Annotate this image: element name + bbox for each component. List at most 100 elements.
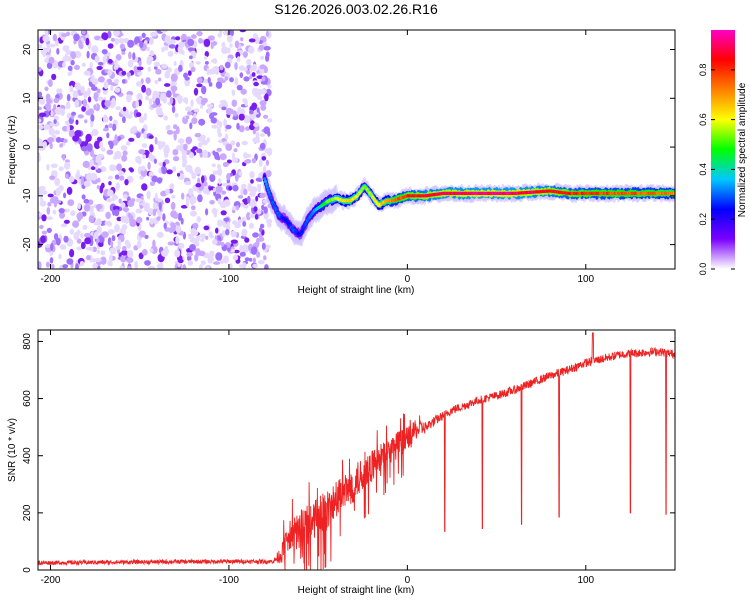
noise-speckle [83,203,91,212]
noise-speckle [255,131,260,139]
noise-speckle [232,110,237,118]
noise-speckle [129,111,134,115]
noise-speckle [135,155,142,164]
noise-speckle [164,70,171,79]
noise-speckle [259,223,265,229]
noise-speckle [156,208,161,215]
noise-speckle [59,244,67,250]
noise-speckle [161,46,165,53]
noise-speckle [184,78,191,87]
noise-speckle [234,77,239,86]
noise-speckle [161,165,165,172]
noise-speckle [184,76,190,81]
noise-speckle [184,181,192,186]
noise-speckle [228,263,233,269]
noise-speckle [182,158,188,166]
noise-speckle [134,36,141,45]
noise-speckle [137,71,143,76]
noise-speckle [242,221,247,227]
noise-speckle [54,106,63,115]
noise-speckle [174,113,179,118]
noise-speckle [228,186,232,191]
noise-speckle [219,30,223,36]
noise-speckle [215,252,223,261]
noise-speckle [200,238,205,243]
noise-speckle [256,251,261,258]
noise-speckle [95,204,103,210]
noise-speckle [167,241,175,246]
noise-speckle [217,132,223,138]
noise-speckle [119,175,125,181]
noise-speckle [224,133,229,140]
noise-speckle [163,222,167,230]
noise-speckle [62,154,66,161]
noise-speckle [46,44,51,53]
noise-speckle [230,230,237,238]
noise-speckle [129,168,134,173]
y-tick-label: 600 [22,390,33,407]
noise-speckle [211,124,218,129]
noise-speckle [111,235,116,242]
noise-speckle [204,51,209,58]
noise-speckle [127,39,134,48]
noise-speckle [109,141,114,150]
noise-speckle [120,202,126,209]
noise-speckle [38,118,42,123]
noise-speckle [119,265,124,269]
noise-speckle [223,199,231,207]
noise-speckle [216,147,222,152]
noise-speckle [60,223,67,228]
noise-speckle [261,76,266,82]
noise-speckle [38,97,46,105]
noise-speckle [38,66,42,72]
noise-speckle [123,206,129,213]
snr-panel: -200 -100 0 100 0 200 400 600 800 Height of str… [7,329,676,596]
noise-speckle [161,249,168,257]
noise-speckle [80,241,86,250]
noise-speckle [205,235,209,240]
noise-speckle [156,216,161,221]
noise-speckle [54,130,60,135]
noise-speckle [100,250,106,256]
noise-speckle [86,255,91,261]
noise-speckle [154,66,158,70]
noise-speckle [90,114,95,122]
noise-speckle [219,99,227,105]
noise-speckle [178,242,185,249]
noise-speckle [196,76,203,84]
noise-speckle [135,112,142,118]
noise-speckle [139,204,143,209]
noise-speckle [263,114,269,119]
noise-speckle [67,71,72,76]
noise-speckle [253,36,260,44]
noise-speckle [238,219,243,224]
noise-speckle [112,123,117,131]
noise-speckle [218,178,222,185]
snr-y-axis-label: SNR (10 * v/v) [7,418,18,482]
ridge-core [266,188,270,192]
noise-speckle [255,177,262,182]
noise-speckle [113,155,118,160]
noise-speckle [83,180,91,188]
noise-speckle [221,190,227,195]
noise-speckle [125,94,132,103]
noise-speckle [97,177,101,183]
noise-speckle [225,229,230,236]
noise-speckle [251,102,258,111]
noise-speckle [44,86,49,92]
noise-speckle [122,106,127,112]
noise-speckle [63,192,67,199]
noise-speckle [186,111,193,116]
noise-speckle [50,163,58,168]
noise-speckle [100,256,107,265]
noise-speckle [220,242,225,247]
noise-speckle [265,30,269,38]
noise-speckle [241,140,248,146]
noise-speckle [267,221,272,228]
noise-speckle [246,70,251,75]
noise-speckle [107,43,114,49]
noise-speckle [166,129,174,135]
noise-speckle [258,159,263,167]
noise-speckle [259,133,265,137]
noise-speckle [151,175,158,183]
